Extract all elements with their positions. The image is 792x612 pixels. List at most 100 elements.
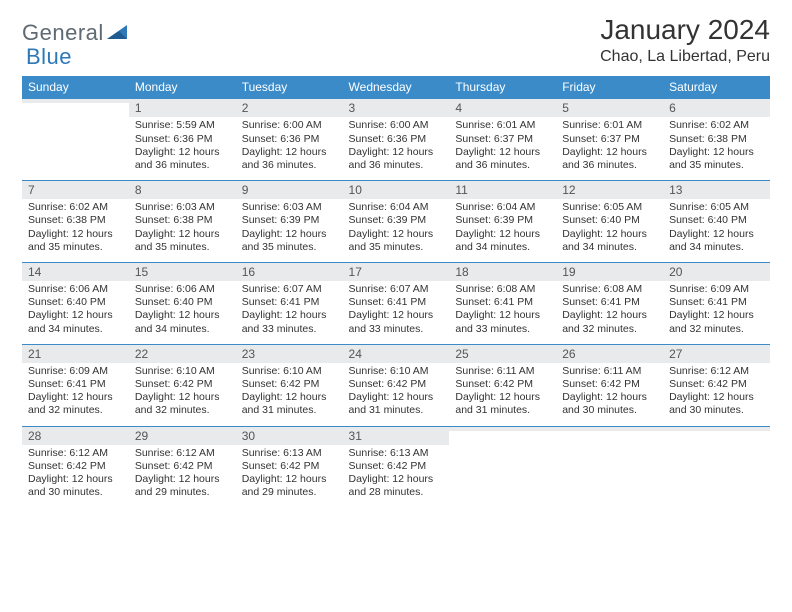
day-number-cell: 26 (556, 344, 663, 363)
sunset-text: Sunset: 6:41 PM (455, 296, 550, 309)
calendar-body: 123456Sunrise: 5:59 AMSunset: 6:36 PMDay… (22, 99, 770, 508)
dow-thu: Thursday (449, 76, 556, 99)
logo-text-blue-wrap: Blue (26, 44, 72, 70)
day-number: 16 (236, 263, 343, 281)
sunset-text: Sunset: 6:42 PM (28, 460, 123, 473)
day-number: 2 (236, 99, 343, 117)
day-content-cell: Sunrise: 6:02 AMSunset: 6:38 PMDaylight:… (663, 117, 770, 180)
day-number: 11 (449, 181, 556, 199)
day-number: 14 (22, 263, 129, 281)
daylight-text: Daylight: 12 hours (349, 146, 444, 159)
sunset-text: Sunset: 6:36 PM (349, 133, 444, 146)
day-number-cell: 7 (22, 180, 129, 199)
sunset-text: Sunset: 6:38 PM (28, 214, 123, 227)
daylight-text: and 35 minutes. (349, 241, 444, 254)
sunset-text: Sunset: 6:42 PM (135, 460, 230, 473)
day-number-cell: 19 (556, 262, 663, 281)
day-number-cell: 11 (449, 180, 556, 199)
day-number-cell: 3 (343, 99, 450, 118)
dow-fri: Friday (556, 76, 663, 99)
day-content-cell: Sunrise: 6:06 AMSunset: 6:40 PMDaylight:… (22, 281, 129, 344)
day-number-cell: 29 (129, 426, 236, 445)
sunset-text: Sunset: 6:41 PM (349, 296, 444, 309)
day-number: 4 (449, 99, 556, 117)
day-content-cell: Sunrise: 6:01 AMSunset: 6:37 PMDaylight:… (449, 117, 556, 180)
day-content-cell: Sunrise: 6:00 AMSunset: 6:36 PMDaylight:… (343, 117, 450, 180)
day-number-cell: 23 (236, 344, 343, 363)
dow-row: Sunday Monday Tuesday Wednesday Thursday… (22, 76, 770, 99)
daylight-text: Daylight: 12 hours (455, 391, 550, 404)
day-number (22, 99, 129, 103)
sunset-text: Sunset: 6:42 PM (242, 378, 337, 391)
sunrise-text: Sunrise: 6:04 AM (349, 201, 444, 214)
day-number: 25 (449, 345, 556, 363)
daylight-text: and 35 minutes. (242, 241, 337, 254)
sunset-text: Sunset: 6:40 PM (562, 214, 657, 227)
sunset-text: Sunset: 6:36 PM (135, 133, 230, 146)
logo-triangle-icon (107, 23, 129, 46)
daylight-text: and 32 minutes. (28, 404, 123, 417)
day-number: 23 (236, 345, 343, 363)
daylight-text: Daylight: 12 hours (562, 146, 657, 159)
daylight-text: and 32 minutes. (135, 404, 230, 417)
sunset-text: Sunset: 6:41 PM (28, 378, 123, 391)
sunset-text: Sunset: 6:39 PM (455, 214, 550, 227)
sunset-text: Sunset: 6:41 PM (562, 296, 657, 309)
sunrise-text: Sunrise: 6:10 AM (242, 365, 337, 378)
sunrise-text: Sunrise: 6:12 AM (669, 365, 764, 378)
day-content-cell: Sunrise: 6:07 AMSunset: 6:41 PMDaylight:… (343, 281, 450, 344)
sunrise-text: Sunrise: 6:09 AM (669, 283, 764, 296)
daylight-text: Daylight: 12 hours (669, 228, 764, 241)
daylight-text: and 34 minutes. (135, 323, 230, 336)
sunrise-text: Sunrise: 6:11 AM (562, 365, 657, 378)
sunset-text: Sunset: 6:37 PM (562, 133, 657, 146)
day-number: 22 (129, 345, 236, 363)
day-number-cell: 2 (236, 99, 343, 118)
dow-mon: Monday (129, 76, 236, 99)
day-content-cell: Sunrise: 6:11 AMSunset: 6:42 PMDaylight:… (449, 363, 556, 426)
day-number: 13 (663, 181, 770, 199)
day-content-cell: Sunrise: 6:09 AMSunset: 6:41 PMDaylight:… (22, 363, 129, 426)
day-content-cell (663, 445, 770, 508)
sunset-text: Sunset: 6:40 PM (669, 214, 764, 227)
day-content-cell: Sunrise: 6:13 AMSunset: 6:42 PMDaylight:… (236, 445, 343, 508)
daylight-text: Daylight: 12 hours (135, 228, 230, 241)
day-content-cell: Sunrise: 6:10 AMSunset: 6:42 PMDaylight:… (236, 363, 343, 426)
sunrise-text: Sunrise: 6:00 AM (242, 119, 337, 132)
day-number: 12 (556, 181, 663, 199)
day-number: 30 (236, 427, 343, 445)
day-number: 3 (343, 99, 450, 117)
daylight-text: and 36 minutes. (135, 159, 230, 172)
daylight-text: Daylight: 12 hours (28, 309, 123, 322)
daylight-text: Daylight: 12 hours (562, 228, 657, 241)
week-content-row: Sunrise: 5:59 AMSunset: 6:36 PMDaylight:… (22, 117, 770, 180)
calendar-table: Sunday Monday Tuesday Wednesday Thursday… (22, 76, 770, 507)
day-number-cell: 12 (556, 180, 663, 199)
sunrise-text: Sunrise: 5:59 AM (135, 119, 230, 132)
day-number-cell: 24 (343, 344, 450, 363)
day-content-cell: Sunrise: 6:03 AMSunset: 6:38 PMDaylight:… (129, 199, 236, 262)
day-content-cell: Sunrise: 6:10 AMSunset: 6:42 PMDaylight:… (129, 363, 236, 426)
sunset-text: Sunset: 6:39 PM (349, 214, 444, 227)
daylight-text: Daylight: 12 hours (562, 391, 657, 404)
day-number-cell: 15 (129, 262, 236, 281)
day-number-cell: 28 (22, 426, 129, 445)
day-number: 1 (129, 99, 236, 117)
day-number: 8 (129, 181, 236, 199)
daylight-text: Daylight: 12 hours (242, 146, 337, 159)
daylight-text: Daylight: 12 hours (562, 309, 657, 322)
day-number (663, 427, 770, 431)
daylight-text: and 34 minutes. (562, 241, 657, 254)
day-number: 26 (556, 345, 663, 363)
daylight-text: Daylight: 12 hours (349, 391, 444, 404)
day-number-cell: 16 (236, 262, 343, 281)
week-content-row: Sunrise: 6:02 AMSunset: 6:38 PMDaylight:… (22, 199, 770, 262)
day-number: 29 (129, 427, 236, 445)
daylight-text: Daylight: 12 hours (28, 391, 123, 404)
dow-tue: Tuesday (236, 76, 343, 99)
sunset-text: Sunset: 6:42 PM (135, 378, 230, 391)
daylight-text: and 31 minutes. (455, 404, 550, 417)
daylight-text: Daylight: 12 hours (28, 473, 123, 486)
week-number-row: 21222324252627 (22, 344, 770, 363)
sunrise-text: Sunrise: 6:08 AM (562, 283, 657, 296)
